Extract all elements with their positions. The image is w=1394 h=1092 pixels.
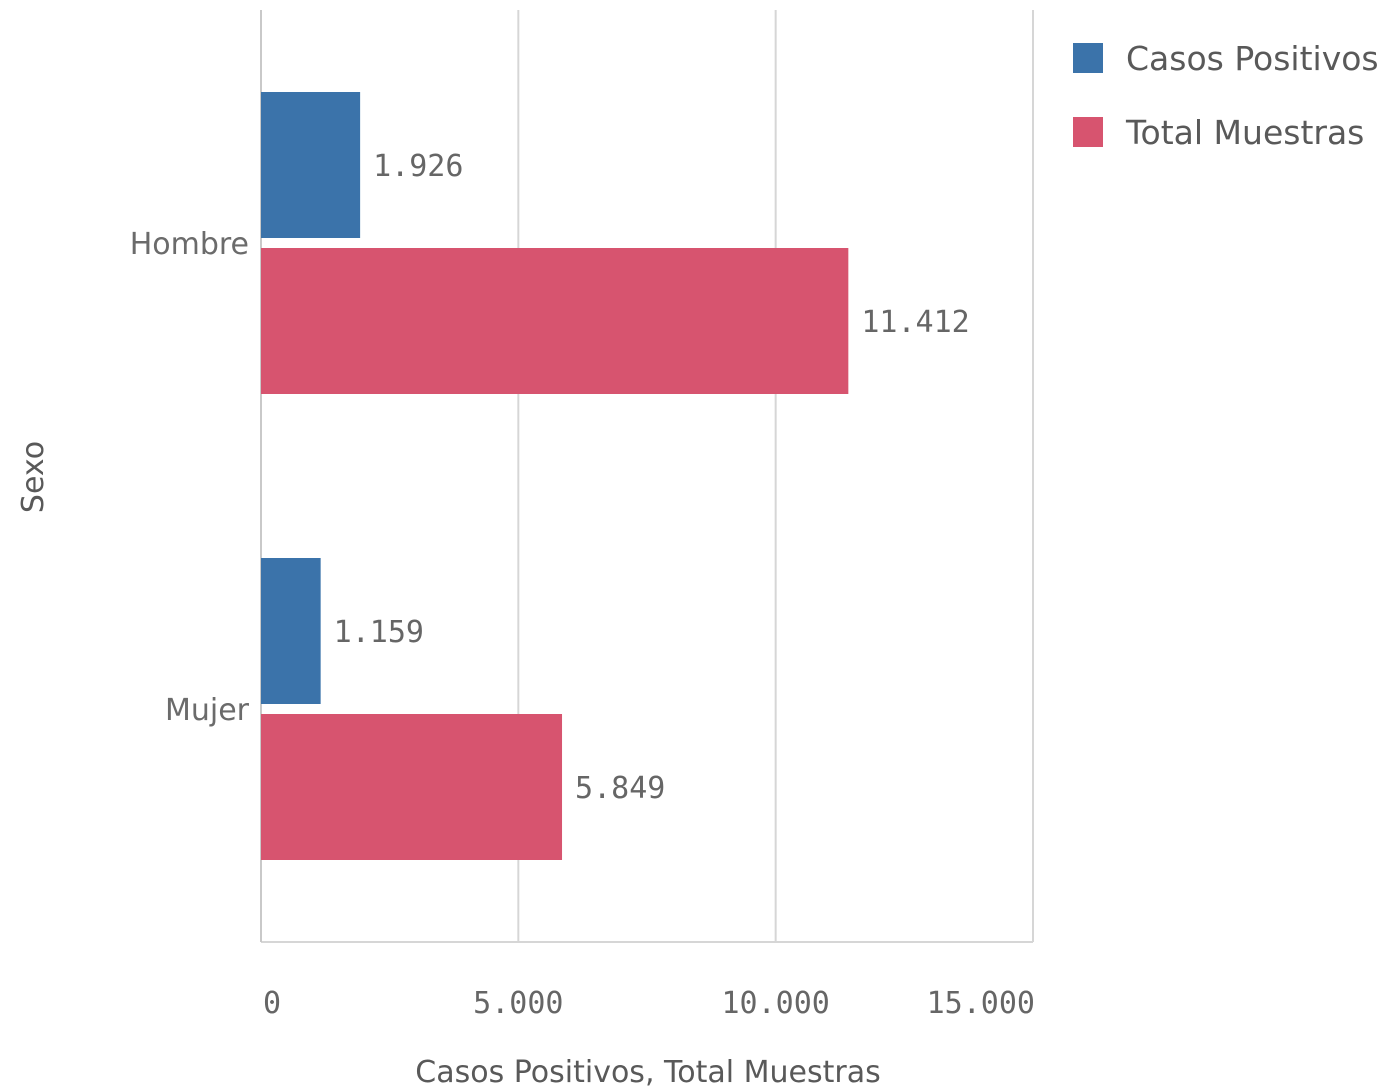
legend: Casos Positivos Total Muestras (1073, 39, 1379, 152)
bar (261, 558, 321, 704)
legend-label: Casos Positivos (1126, 39, 1379, 78)
x-tick-label: 15.000 (927, 986, 1035, 1021)
bars (261, 92, 849, 860)
x-tick-labels: 0 5.000 10.000 15.000 (263, 986, 1035, 1021)
x-tick-label: 5.000 (473, 986, 563, 1021)
bar (261, 714, 563, 860)
x-tick-label: 0 (263, 986, 281, 1021)
category-label: Mujer (165, 693, 250, 728)
data-label: 1.159 (334, 615, 424, 650)
data-label: 1.926 (373, 149, 463, 184)
bar (261, 248, 849, 394)
legend-swatch (1073, 43, 1103, 73)
category-label: Hombre (130, 227, 249, 262)
data-label: 11.412 (861, 305, 969, 340)
category-labels: Hombre Mujer (130, 227, 250, 728)
data-label: 5.849 (575, 771, 665, 806)
x-axis-title: Casos Positivos, Total Muestras (415, 1055, 880, 1090)
y-axis-title: Sexo (16, 441, 51, 513)
legend-label: Total Muestras (1125, 113, 1364, 152)
bar (261, 92, 361, 238)
legend-swatch (1073, 117, 1103, 147)
data-labels: 1.926 11.412 1.159 5.849 (334, 149, 970, 806)
x-tick-label: 10.000 (721, 986, 829, 1021)
